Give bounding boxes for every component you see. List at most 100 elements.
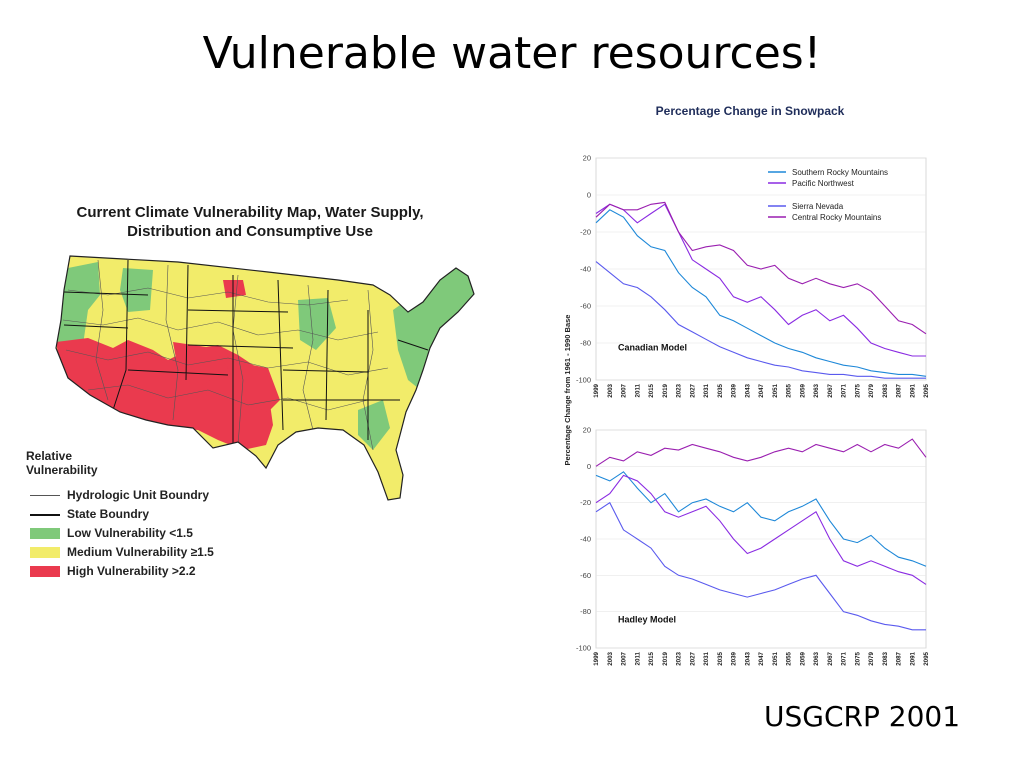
y-tick-label: -100 bbox=[576, 376, 591, 385]
x-tick-label: 2023 bbox=[676, 383, 683, 397]
charts-title: Percentage Change in Snowpack bbox=[655, 104, 845, 118]
low-region-southeast bbox=[358, 400, 390, 450]
series-line bbox=[595, 501, 926, 631]
x-tick-label: 2047 bbox=[758, 651, 765, 665]
chart-ylabel: Percentage Change from 1961 - 1990 Base bbox=[563, 315, 572, 466]
legend-swatch bbox=[30, 547, 60, 558]
x-tick-label: 2019 bbox=[662, 651, 669, 665]
high-region-southern-plains bbox=[226, 360, 280, 412]
map-title-line1: Current Climate Vulnerability Map, Water… bbox=[76, 204, 424, 221]
hydrologic-unit-boundaries bbox=[62, 259, 389, 451]
series-line bbox=[595, 203, 926, 357]
legend-item: Medium Vulnerability ≥1.5 bbox=[26, 543, 326, 562]
x-tick-label: 2027 bbox=[689, 651, 696, 665]
y-tick-label: -40 bbox=[580, 535, 591, 544]
y-tick-label: 0 bbox=[587, 191, 591, 200]
y-tick-label: 0 bbox=[587, 462, 591, 471]
x-tick-label: 2071 bbox=[841, 383, 848, 397]
x-tick-label: 2083 bbox=[882, 651, 889, 665]
legend-label: State Boundry bbox=[67, 507, 150, 521]
citation: USGCRP 2001 bbox=[764, 700, 961, 733]
series-line bbox=[595, 471, 927, 567]
x-tick-label: 2003 bbox=[607, 383, 614, 397]
x-tick-label: 2043 bbox=[744, 651, 751, 665]
y-tick-label: 20 bbox=[583, 154, 591, 163]
x-tick-label: 2023 bbox=[676, 651, 683, 665]
legend-line bbox=[30, 495, 60, 496]
x-tick-label: 1999 bbox=[593, 383, 600, 397]
legend-line bbox=[30, 514, 60, 516]
slide-title: Vulnerable water resources! bbox=[202, 28, 822, 79]
legend-label: Central Rocky Mountains bbox=[792, 213, 881, 222]
vulnerability-map bbox=[55, 255, 475, 501]
legend-label: Medium Vulnerability ≥1.5 bbox=[67, 545, 214, 559]
x-tick-label: 2011 bbox=[634, 383, 641, 397]
x-tick-label: 2095 bbox=[923, 651, 930, 665]
x-tick-label: 2071 bbox=[841, 651, 848, 665]
x-tick-label: 2015 bbox=[648, 651, 655, 665]
y-tick-label: -80 bbox=[580, 339, 591, 348]
legend-swatch bbox=[30, 566, 60, 577]
snowpack-charts: Percentage Change from 1961 - 1990 Base … bbox=[563, 154, 930, 666]
y-tick-label: -20 bbox=[580, 498, 591, 507]
legend-item: High Vulnerability >2.2 bbox=[26, 562, 326, 581]
x-tick-label: 2031 bbox=[703, 651, 710, 665]
legend-label: Southern Rocky Mountains bbox=[792, 168, 888, 177]
x-tick-label: 2091 bbox=[909, 651, 916, 665]
x-tick-label: 2091 bbox=[909, 383, 916, 397]
map-title-line2: Distribution and Consumptive Use bbox=[127, 223, 373, 240]
series-line bbox=[595, 201, 927, 335]
x-tick-label: 2051 bbox=[772, 651, 779, 665]
y-tick-label: -60 bbox=[580, 571, 591, 580]
x-tick-label: 2039 bbox=[731, 651, 738, 665]
x-tick-label: 2015 bbox=[648, 383, 655, 397]
x-tick-label: 2007 bbox=[621, 651, 628, 665]
x-tick-label: 2059 bbox=[799, 651, 806, 665]
legend-label: Pacific Northwest bbox=[792, 179, 855, 188]
x-tick-label: 2063 bbox=[813, 383, 820, 397]
x-tick-label: 2035 bbox=[717, 383, 724, 397]
x-tick-label: 2083 bbox=[882, 383, 889, 397]
high-region-northern-plains bbox=[223, 280, 246, 298]
low-region-northeast bbox=[393, 256, 474, 392]
legend-rows: Hydrologic Unit Boundry State Boundry Low … bbox=[26, 486, 326, 581]
model-label: Canadian Model bbox=[618, 342, 687, 352]
map-title: Current Climate Vulnerability Map, Water… bbox=[30, 203, 470, 241]
y-tick-label: 20 bbox=[583, 426, 591, 435]
x-tick-label: 2051 bbox=[772, 383, 779, 397]
model-label: Hadley Model bbox=[618, 615, 676, 625]
legend-title-line1: Relative bbox=[26, 449, 73, 463]
legend-label: Sierra Nevada bbox=[792, 202, 844, 211]
x-tick-label: 2035 bbox=[717, 651, 724, 665]
x-tick-label: 2043 bbox=[744, 383, 751, 397]
x-tick-label: 2087 bbox=[896, 383, 903, 397]
x-tick-label: 2031 bbox=[703, 383, 710, 397]
legend-label: Hydrologic Unit Boundry bbox=[67, 488, 209, 502]
map-legend: Relative Vulnerability Hydrologic Unit B… bbox=[26, 449, 326, 581]
x-tick-label: 2055 bbox=[786, 651, 793, 665]
y-tick-label: -40 bbox=[580, 265, 591, 274]
legend-item: State Boundry bbox=[26, 505, 326, 524]
legend-label: Low Vulnerability <1.5 bbox=[67, 526, 193, 540]
x-tick-label: 2007 bbox=[621, 383, 628, 397]
x-tick-label: 2075 bbox=[854, 651, 861, 665]
legend-title-line2: Vulnerability bbox=[26, 463, 98, 477]
x-tick-label: 2011 bbox=[634, 651, 641, 665]
x-tick-label: 2063 bbox=[813, 651, 820, 665]
x-tick-label: 2067 bbox=[827, 651, 834, 665]
x-tick-label: 2095 bbox=[923, 383, 930, 397]
y-tick-label: -20 bbox=[580, 228, 591, 237]
x-tick-label: 2055 bbox=[786, 383, 793, 397]
x-tick-label: 2019 bbox=[662, 383, 669, 397]
x-tick-label: 2027 bbox=[689, 383, 696, 397]
x-tick-label: 1999 bbox=[593, 651, 600, 665]
legend-swatch bbox=[30, 528, 60, 539]
x-tick-label: 2075 bbox=[854, 383, 861, 397]
series-line bbox=[595, 438, 927, 467]
x-tick-label: 2079 bbox=[868, 651, 875, 665]
y-tick-label: -60 bbox=[580, 302, 591, 311]
series-line bbox=[595, 209, 927, 377]
x-tick-label: 2059 bbox=[799, 383, 806, 397]
